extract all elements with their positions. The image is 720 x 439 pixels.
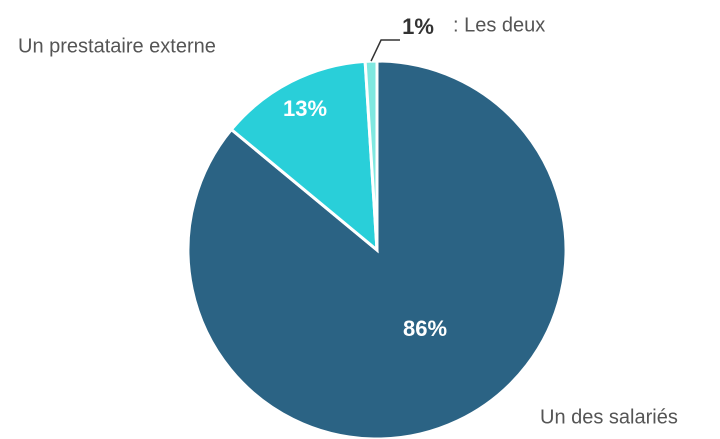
value-label: 13% <box>283 96 327 121</box>
category-label: Un des salariés <box>540 406 678 428</box>
value-label: 86% <box>403 316 447 341</box>
category-label: : Les deux <box>453 14 545 36</box>
category-label: Un prestataire externe <box>18 35 216 57</box>
value-label: 1% <box>402 14 434 39</box>
leader-line <box>370 39 400 62</box>
pie-slice <box>229 59 379 254</box>
